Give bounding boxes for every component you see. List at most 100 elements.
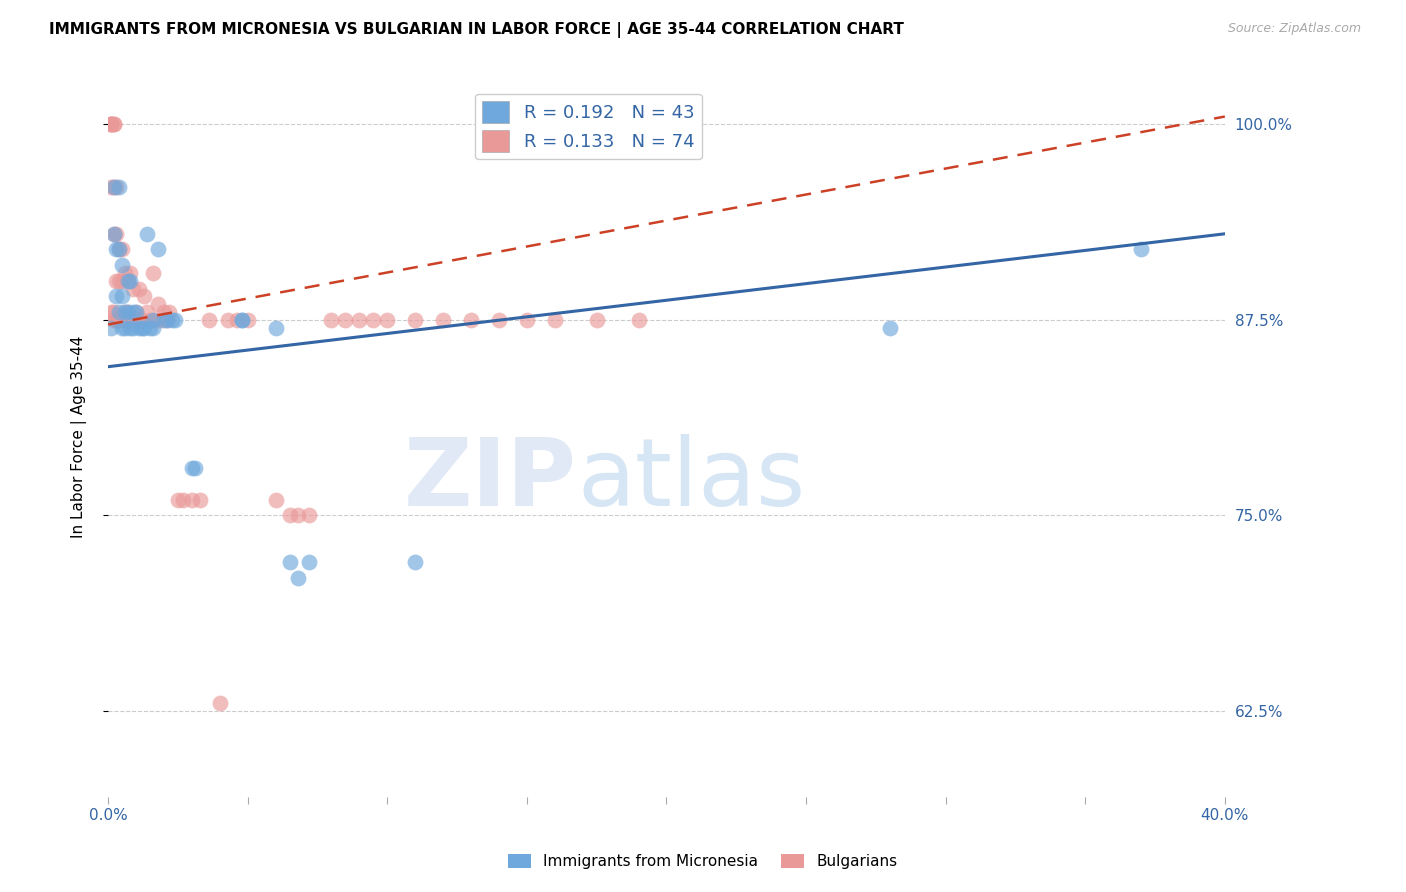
Point [100, 117, 122, 131]
Point [108, 243, 131, 257]
Point [298, 555, 321, 569]
Point [167, 492, 190, 507]
Point [165, 313, 187, 327]
Point [153, 313, 176, 327]
Point [100, 320, 122, 334]
Point [162, 313, 184, 327]
Point [156, 313, 179, 327]
Point [117, 305, 139, 319]
Point [180, 461, 202, 475]
Point [188, 492, 211, 507]
Point [120, 266, 142, 280]
Point [231, 313, 253, 327]
Point [136, 305, 159, 319]
Point [585, 313, 607, 327]
Point [488, 313, 510, 327]
Point [349, 313, 371, 327]
Point [105, 289, 128, 303]
Point [117, 313, 139, 327]
Point [298, 508, 321, 523]
Point [120, 313, 142, 327]
Point [103, 313, 125, 327]
Point [114, 305, 136, 319]
Point [108, 180, 131, 194]
Point [335, 313, 357, 327]
Text: Source: ZipAtlas.com: Source: ZipAtlas.com [1227, 22, 1361, 36]
Point [100, 305, 122, 319]
Point [125, 313, 148, 327]
Point [180, 492, 202, 507]
Point [131, 313, 153, 327]
Point [122, 281, 145, 295]
Text: ZIP: ZIP [405, 434, 576, 526]
Point [111, 320, 134, 334]
Point [432, 313, 454, 327]
Point [108, 313, 131, 327]
Point [111, 274, 134, 288]
Point [108, 305, 131, 319]
Point [103, 227, 125, 241]
Point [278, 508, 301, 523]
Point [183, 461, 205, 475]
Point [128, 281, 150, 295]
Point [156, 313, 179, 327]
Point [134, 289, 156, 303]
Point [150, 313, 173, 327]
Point [117, 274, 139, 288]
Point [627, 313, 650, 327]
Point [111, 289, 134, 303]
Point [128, 313, 150, 327]
Point [879, 320, 901, 334]
Point [544, 313, 567, 327]
Point [153, 305, 176, 319]
Point [108, 243, 131, 257]
Point [142, 320, 165, 334]
Point [103, 180, 125, 194]
Point [136, 227, 159, 241]
Point [516, 313, 538, 327]
Point [117, 274, 139, 288]
Point [131, 320, 153, 334]
Point [111, 313, 134, 327]
Point [264, 320, 287, 334]
Point [114, 266, 136, 280]
Point [105, 243, 128, 257]
Point [264, 492, 287, 507]
Point [363, 313, 385, 327]
Point [217, 313, 239, 327]
Point [404, 555, 426, 569]
Point [122, 313, 145, 327]
Point [460, 313, 482, 327]
Point [142, 266, 165, 280]
Point [120, 274, 142, 288]
Point [100, 117, 122, 131]
Point [103, 117, 125, 131]
Point [287, 571, 309, 585]
Point [114, 320, 136, 334]
Point [375, 313, 398, 327]
Point [148, 297, 170, 311]
Point [122, 320, 145, 334]
Point [148, 243, 170, 257]
Point [172, 492, 194, 507]
Point [100, 180, 122, 194]
Point [125, 305, 148, 319]
Point [208, 696, 231, 710]
Point [159, 305, 181, 319]
Point [197, 313, 219, 327]
Point [287, 508, 309, 523]
Point [103, 180, 125, 194]
Point [103, 117, 125, 131]
Point [139, 313, 162, 327]
Point [1130, 243, 1153, 257]
Point [103, 227, 125, 241]
Point [105, 313, 128, 327]
Legend: R = 0.192   N = 43, R = 0.133   N = 74: R = 0.192 N = 43, R = 0.133 N = 74 [475, 94, 702, 160]
Point [111, 258, 134, 272]
Point [100, 117, 122, 131]
Point [128, 320, 150, 334]
Point [134, 320, 156, 334]
Point [114, 313, 136, 327]
Point [404, 313, 426, 327]
Point [105, 313, 128, 327]
